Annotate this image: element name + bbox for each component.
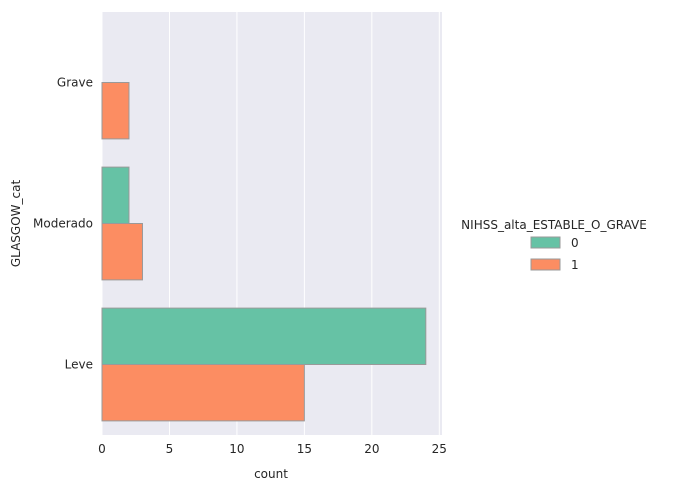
legend-swatch-1 [530,258,561,271]
legend-label-1: 1 [571,258,579,272]
y-tick-label: Moderado [33,217,93,231]
x-axis-label: count [254,467,288,481]
bar-leve-series-0 [101,307,427,366]
x-tick-label: 25 [432,442,447,456]
bar-leve-series-1 [101,364,305,422]
y-tick-label: Grave [57,76,93,90]
legend-swatch-0 [530,236,561,249]
x-tick-label: 5 [166,442,174,456]
y-tick-labels: Grave Moderado Leve [33,76,93,372]
x-tick-label: 10 [229,442,244,456]
x-tick-label: 20 [364,442,379,456]
y-axis-label: GLASGOW_cat [9,180,23,268]
x-tick-labels: 0 5 10 15 20 25 [98,442,447,456]
bar-grave-series-1 [101,82,130,140]
bars [101,82,427,422]
bar-moderado-series-0 [101,166,130,225]
legend-label-0: 0 [571,236,579,250]
bar-moderado-series-1 [101,223,143,281]
y-tick-label: Leve [65,358,93,372]
x-tick-label: 15 [297,442,312,456]
x-tick-label: 0 [98,442,106,456]
legend-title: NIHSS_alta_ESTABLE_O_GRAVE [461,218,647,232]
legend: NIHSS_alta_ESTABLE_O_GRAVE 01 [461,218,647,272]
legend-items: 01 [530,236,579,272]
